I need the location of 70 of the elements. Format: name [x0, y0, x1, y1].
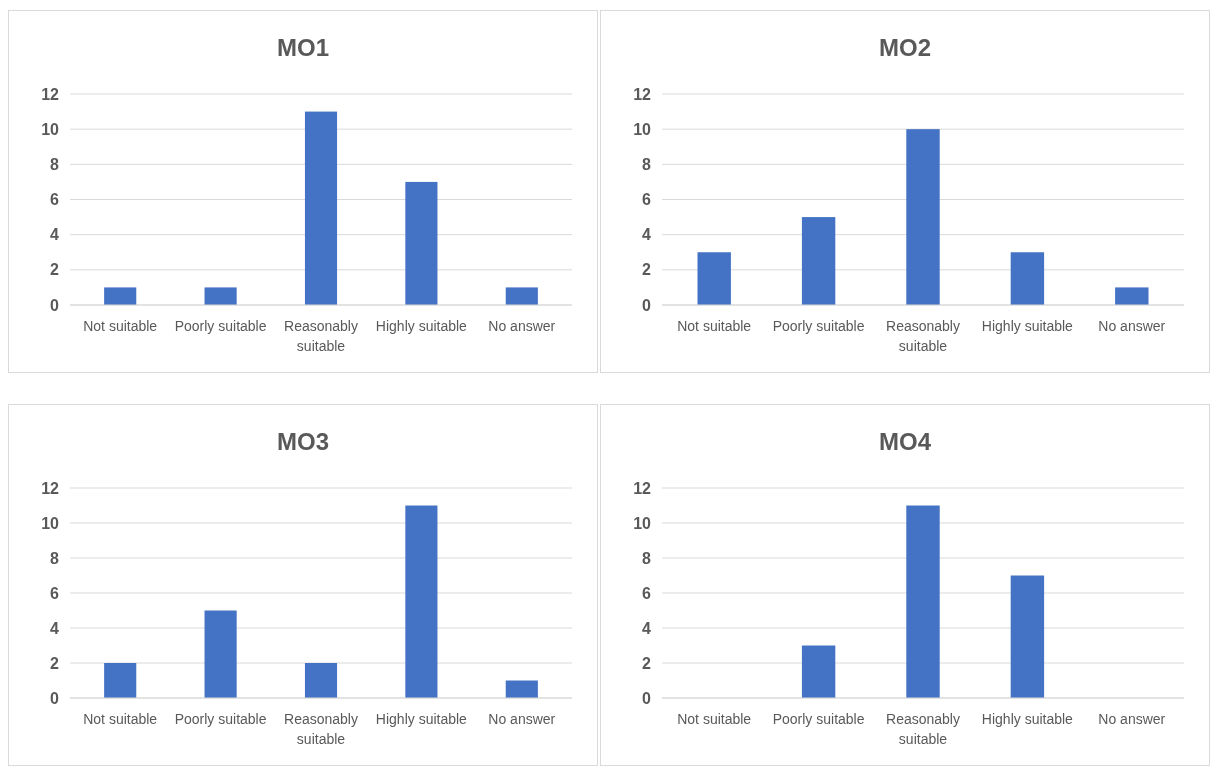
x-tick-label: Reasonably suitable: [284, 711, 358, 747]
bar: [204, 610, 237, 698]
x-tick-label: Highly suitable: [981, 318, 1074, 334]
bar: [304, 663, 338, 698]
x-tick-label: Not suitable: [83, 318, 158, 334]
y-tick-label: 8: [642, 549, 652, 567]
chart-title: MO2: [878, 34, 932, 61]
x-tick-label: Poorly suitable: [772, 711, 865, 727]
x-tick-label: No answer: [488, 711, 556, 727]
bar: [104, 287, 137, 305]
bar: [801, 217, 836, 305]
bar: [304, 111, 338, 305]
y-tick-label: 10: [41, 120, 60, 138]
x-tick-label: Not suitable: [677, 318, 752, 334]
y-tick-label: 10: [633, 514, 652, 532]
bar: [1010, 575, 1045, 698]
x-tick-label: No answer: [1098, 711, 1166, 727]
y-tick-label: 6: [50, 191, 60, 209]
y-tick-label: 12: [633, 85, 652, 103]
bar: [1010, 252, 1045, 305]
x-tick-label: Poorly suitable: [772, 318, 865, 334]
y-tick-label: 4: [50, 226, 60, 244]
bar: [906, 129, 940, 305]
bar: [405, 181, 438, 305]
x-tick-label: Highly suitable: [981, 711, 1074, 727]
y-tick-label: 2: [642, 261, 652, 279]
bar: [801, 645, 836, 698]
y-tick-label: 10: [41, 514, 60, 532]
bar: [505, 680, 538, 698]
y-tick-label: 6: [642, 191, 652, 209]
y-tick-label: 6: [50, 584, 60, 602]
x-tick-label: Reasonably suitable: [284, 318, 358, 354]
y-tick-label: 10: [633, 120, 652, 138]
chart-title: MO3: [276, 428, 330, 455]
y-tick-label: 8: [642, 155, 652, 173]
x-tick-label: Poorly suitable: [174, 711, 267, 727]
bar: [1115, 287, 1149, 305]
chart-title: MO1: [276, 34, 330, 61]
y-tick-label: 2: [50, 654, 60, 672]
x-tick-label: No answer: [488, 318, 556, 334]
bar: [697, 252, 731, 305]
x-tick-label: Not suitable: [83, 711, 158, 727]
bar: [505, 287, 538, 305]
y-tick-label: 2: [50, 261, 60, 279]
y-tick-label: 0: [642, 689, 652, 707]
x-tick-label: Highly suitable: [375, 711, 468, 727]
bar: [405, 505, 438, 698]
x-tick-label: Poorly suitable: [174, 318, 267, 334]
y-tick-label: 0: [642, 296, 652, 314]
bar: [906, 505, 940, 698]
y-tick-label: 6: [642, 584, 652, 602]
x-tick-label: Reasonably suitable: [886, 318, 960, 354]
y-tick-label: 4: [50, 619, 60, 637]
y-tick-label: 0: [50, 689, 60, 707]
y-tick-label: 8: [50, 549, 60, 567]
y-tick-label: 12: [41, 479, 60, 497]
y-tick-label: 12: [633, 479, 652, 497]
y-tick-label: 4: [642, 619, 652, 637]
x-tick-label: Reasonably suitable: [886, 711, 960, 747]
x-tick-label: Not suitable: [677, 711, 752, 727]
x-tick-label: No answer: [1098, 318, 1166, 334]
y-tick-label: 2: [642, 654, 652, 672]
y-tick-label: 0: [50, 296, 60, 314]
chart-title: MO4: [878, 428, 932, 455]
bar: [204, 287, 237, 305]
bar: [104, 663, 137, 698]
x-tick-label: Highly suitable: [375, 318, 468, 334]
y-tick-label: 8: [50, 155, 60, 173]
y-tick-label: 4: [642, 226, 652, 244]
y-tick-label: 12: [41, 85, 60, 103]
